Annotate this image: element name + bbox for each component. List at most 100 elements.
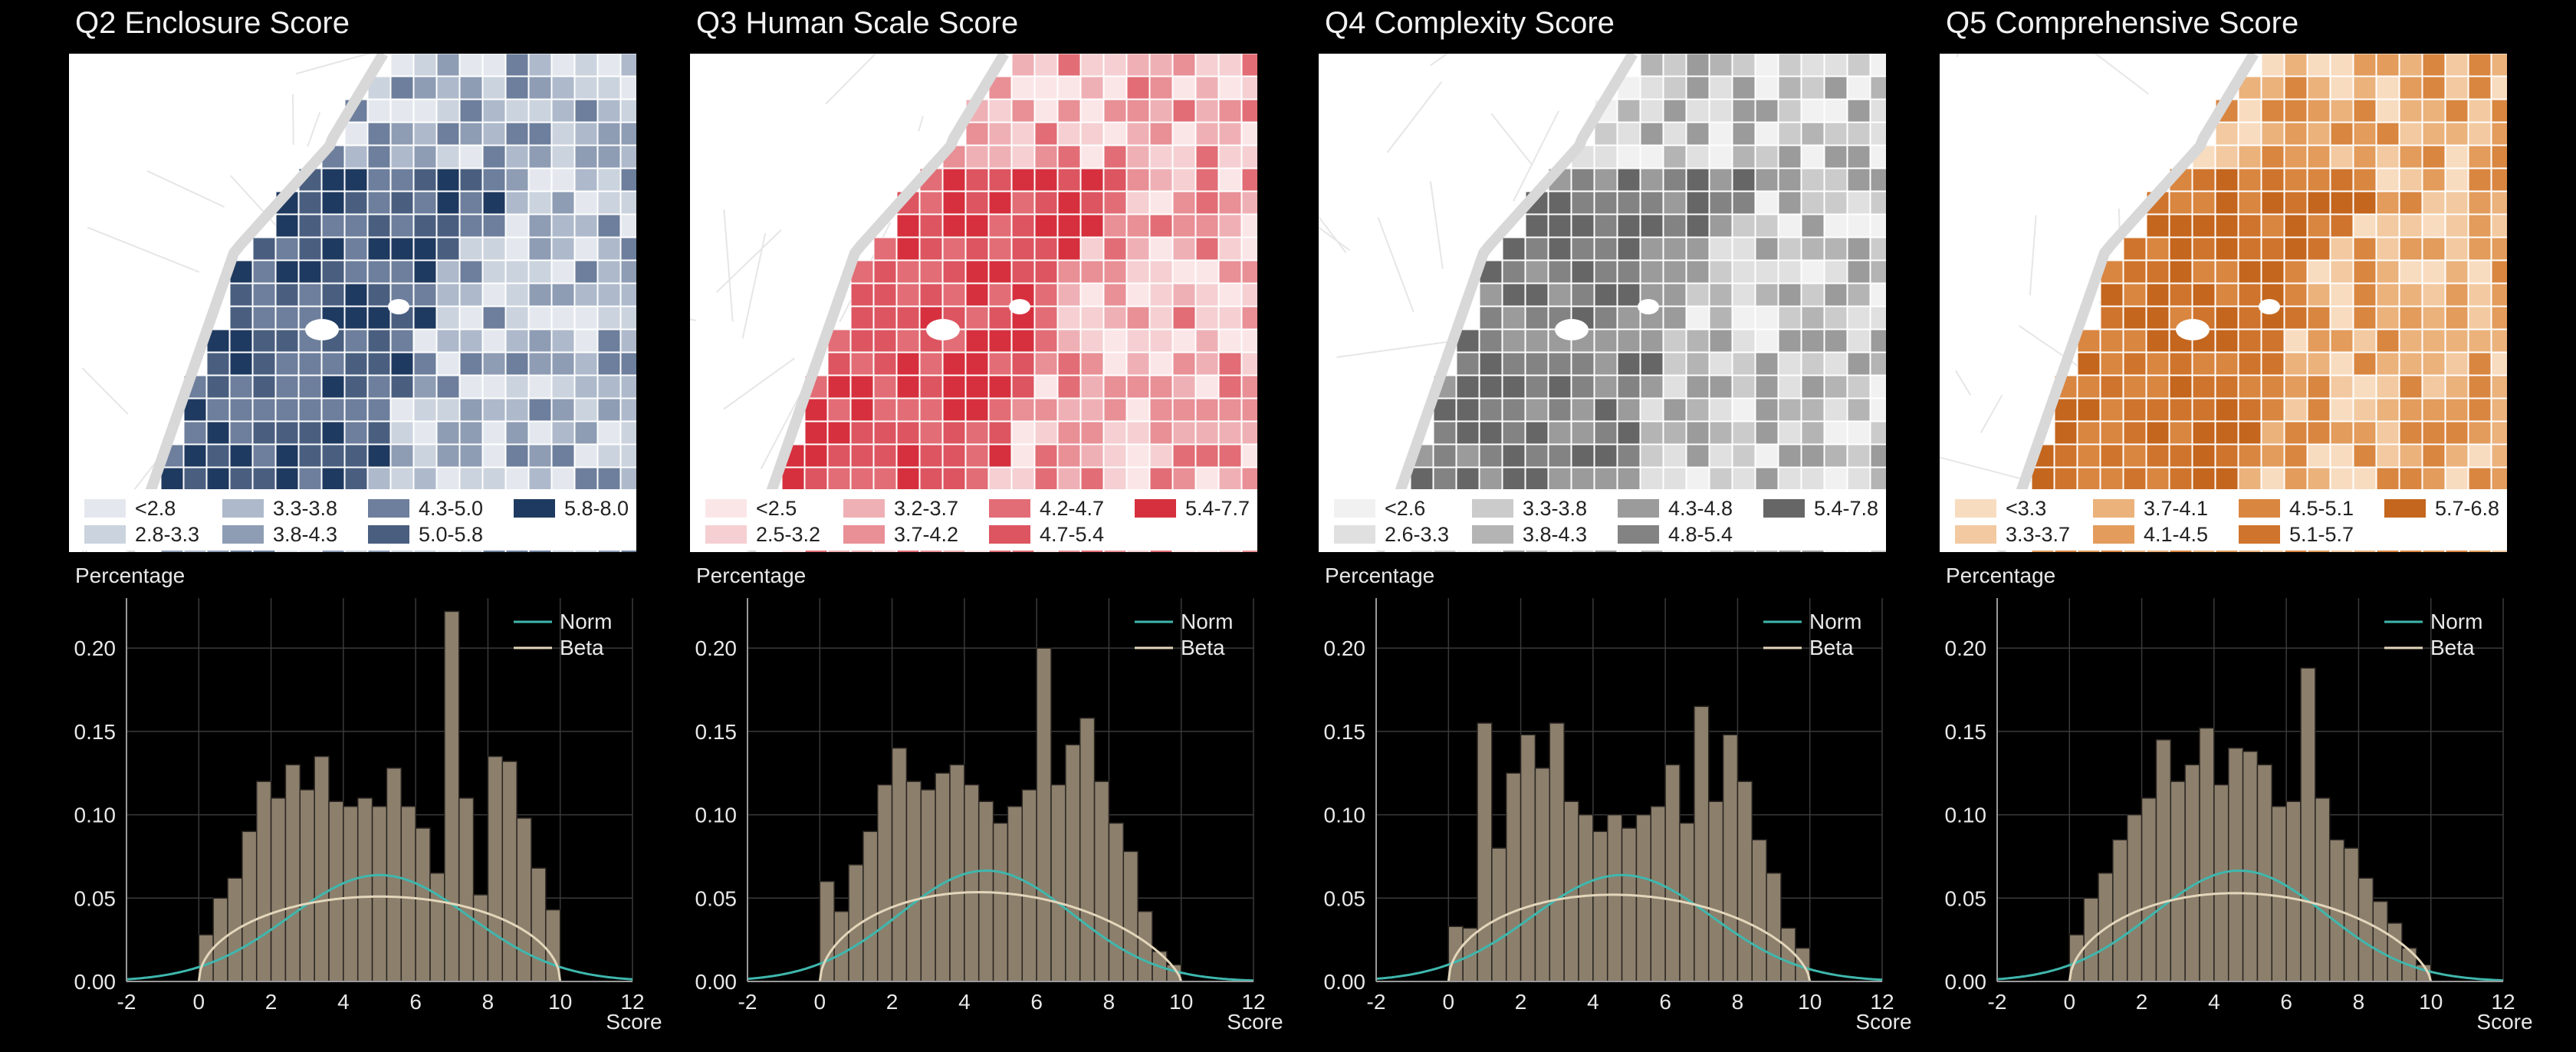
bar xyxy=(1766,872,1782,982)
y-axis-label: Percentage xyxy=(1325,564,1434,587)
legend-label: 3.7-4.2 xyxy=(894,522,959,546)
bar xyxy=(2372,900,2388,982)
x-axis-label: Score xyxy=(2476,1010,2532,1034)
legend-item: 4.3-5.0 xyxy=(368,497,483,520)
bar xyxy=(949,764,965,982)
bar xyxy=(2170,781,2186,982)
bar xyxy=(992,822,1009,982)
bar xyxy=(1635,814,1652,982)
legend-label: 4.5-5.1 xyxy=(2289,496,2354,520)
x-tick-label: 4 xyxy=(2208,990,2220,1014)
y-tick-label: 0.10 xyxy=(695,804,738,827)
bar xyxy=(1694,705,1710,982)
beta-curve xyxy=(818,891,1183,982)
bar xyxy=(1650,805,1666,982)
y-tick-label: 0.10 xyxy=(74,804,117,827)
y-tick-label: 0.00 xyxy=(1324,970,1366,994)
legend-swatch xyxy=(1334,499,1375,518)
chart-legend: Norm Beta xyxy=(514,610,612,659)
bars xyxy=(198,610,561,982)
y-tick-label: 0.15 xyxy=(1945,720,1987,744)
legend-label: Beta xyxy=(1809,636,1854,659)
legend-swatch xyxy=(2384,499,2426,518)
legend-swatch xyxy=(2093,499,2134,518)
bar xyxy=(531,867,547,982)
choropleth-map xyxy=(690,54,1257,552)
map-waterfront xyxy=(123,54,389,552)
legend-label: <2.8 xyxy=(135,496,176,520)
bar xyxy=(1751,839,1767,982)
x-tick-label: 10 xyxy=(548,990,572,1014)
bar xyxy=(1065,744,1081,982)
legend-label: 5.7-6.8 xyxy=(2435,496,2500,520)
legend-label: 4.3-4.8 xyxy=(1668,496,1733,520)
legend-item: <2.6 xyxy=(1334,497,1425,520)
panel-title: Q4 Complexity Score xyxy=(1325,6,1615,40)
legend-label: 3.8-4.3 xyxy=(1523,522,1588,546)
legend-item: <2.5 xyxy=(705,497,797,520)
bar xyxy=(328,801,344,982)
legend-label: Norm xyxy=(1181,610,1233,633)
bar xyxy=(1477,722,1493,982)
map-waterfront xyxy=(1373,54,1638,552)
bar xyxy=(2227,747,2244,982)
legend-swatch xyxy=(2093,525,2134,544)
legend-label: 3.3-3.7 xyxy=(2006,522,2071,546)
bar xyxy=(255,781,272,982)
x-tick-label: 2 xyxy=(265,990,278,1014)
y-tick-label: 0.15 xyxy=(695,720,738,744)
x-tick-label: 10 xyxy=(2419,990,2443,1014)
legend-item: 5.7-6.8 xyxy=(2384,497,2499,520)
legend-item: 3.3-3.8 xyxy=(222,497,337,520)
bar xyxy=(472,894,489,982)
legend-item: 2.8-3.3 xyxy=(84,523,199,546)
legend-swatch xyxy=(1763,499,1805,518)
bar xyxy=(2199,727,2215,982)
legend-label: Beta xyxy=(560,636,604,659)
legend-swatch xyxy=(368,525,409,544)
legend-item: 5.1-5.7 xyxy=(2239,523,2354,546)
bar xyxy=(487,755,504,982)
beta-curve xyxy=(197,895,562,982)
x-tick-label: 0 xyxy=(192,990,205,1014)
bar xyxy=(1780,927,1796,982)
legend-label: 3.3-3.8 xyxy=(273,496,338,520)
y-tick-label: 0.10 xyxy=(1324,804,1366,827)
map-legend: <3.3 3.3-3.7 3.7-4.1 4.1-4.5 4.5-5.1 5.1-5.7 5… xyxy=(1940,489,2507,551)
map-waterfront xyxy=(1994,54,2259,552)
y-tick-label: 0.20 xyxy=(1324,636,1366,660)
legend-swatch xyxy=(1618,499,1659,518)
bar xyxy=(833,910,849,982)
x-tick-label: 12 xyxy=(1241,990,1265,1014)
histogram-chart: Percentage -2 0 2 4 6 8 10 12 0.00 0.05 0.10 0.15 0.2… xyxy=(1945,564,2533,1034)
legend-label: <2.5 xyxy=(756,496,797,520)
y-tick-label: 0.15 xyxy=(1324,720,1366,744)
x-axis-label: Score xyxy=(606,1010,662,1034)
bar xyxy=(516,817,532,982)
legend-label: 2.8-3.3 xyxy=(135,522,200,546)
legend-item: 3.8-4.3 xyxy=(1472,523,1587,546)
bar xyxy=(2126,814,2143,982)
legend-swatch xyxy=(84,525,126,544)
legend-item: 3.3-3.8 xyxy=(1472,497,1587,520)
legend-item: 3.7-4.1 xyxy=(2093,497,2208,520)
bar xyxy=(2387,922,2403,982)
bar xyxy=(1578,814,1594,982)
legend-label: 3.2-3.7 xyxy=(894,496,959,520)
bars xyxy=(2068,667,2432,982)
legend-swatch xyxy=(84,499,126,518)
legend-item: 3.3-3.7 xyxy=(1955,523,2070,546)
bar xyxy=(2112,839,2128,982)
bar xyxy=(2271,805,2287,982)
legend-item: <2.8 xyxy=(84,497,176,520)
x-tick-label: 6 xyxy=(2280,990,2292,1014)
legend-swatch xyxy=(843,525,885,544)
bar xyxy=(1621,827,1638,982)
bar xyxy=(458,797,475,982)
norm-curve xyxy=(747,870,1254,982)
bar xyxy=(1606,814,1623,982)
bar xyxy=(501,761,518,982)
bar xyxy=(863,830,879,982)
x-tick-label: 4 xyxy=(1587,990,1599,1014)
bar xyxy=(400,805,416,982)
